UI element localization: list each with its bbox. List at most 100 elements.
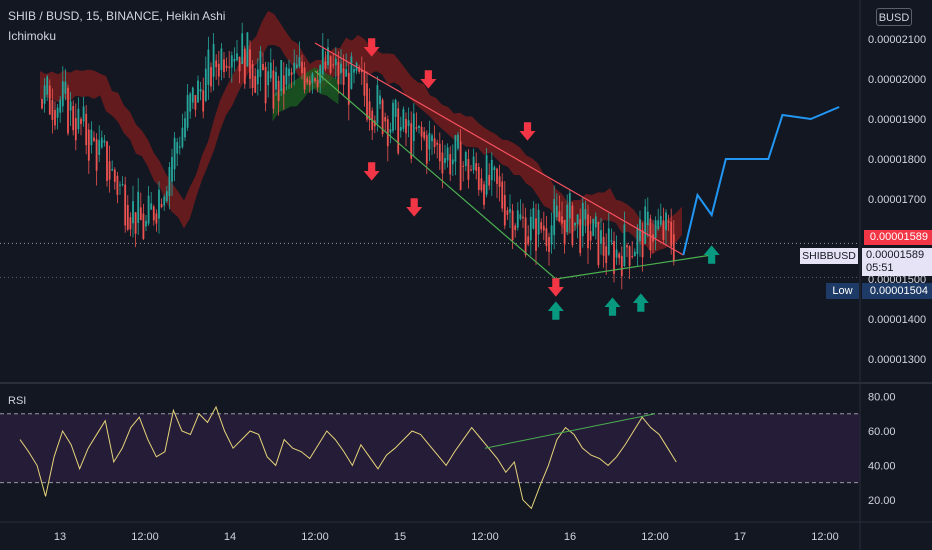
- candle-body: [72, 106, 75, 131]
- rsi-divergence-line: [484, 413, 656, 449]
- cloud-bull: [272, 67, 339, 122]
- candle-body: [173, 137, 176, 170]
- candle-body: [301, 61, 303, 74]
- candle-body: [212, 44, 215, 77]
- candle-body: [581, 203, 584, 237]
- candle-body: [649, 218, 652, 251]
- candle-body: [67, 87, 69, 134]
- candle-body: [116, 175, 119, 195]
- candle-body: [124, 184, 127, 226]
- candle-body: [69, 101, 72, 111]
- candle-body: [542, 225, 545, 231]
- up-arrow-icon: [703, 245, 720, 264]
- candle-body: [204, 68, 207, 101]
- candle-body: [553, 199, 556, 235]
- candle-body: [360, 69, 363, 73]
- candle-body: [574, 222, 576, 226]
- trendline-lower: [314, 70, 557, 280]
- candle-body: [576, 214, 579, 225]
- candle-body: [490, 159, 493, 181]
- candle-body: [605, 246, 608, 264]
- candle-body: [529, 216, 532, 241]
- candle-body: [607, 228, 610, 255]
- candle-body: [558, 211, 561, 222]
- indicator-label[interactable]: Ichimoku: [8, 29, 57, 43]
- candle-body: [191, 87, 194, 103]
- candle-body: [207, 49, 210, 85]
- candle-body: [202, 90, 205, 112]
- candle-body: [106, 141, 108, 181]
- candle-body: [158, 189, 160, 219]
- candle-body: [129, 217, 132, 230]
- candle-body: [555, 205, 558, 218]
- candle-body: [275, 72, 277, 90]
- candle-body: [457, 134, 459, 149]
- rsi-tick-label: 80.00: [868, 392, 896, 404]
- candle-body: [623, 224, 626, 267]
- candle-body: [506, 210, 509, 215]
- candle-body: [477, 167, 480, 190]
- low-label-tag: Low: [826, 283, 859, 299]
- candle-body: [514, 225, 517, 230]
- time-tick-label: 12:00: [301, 531, 329, 543]
- candle-body: [407, 120, 410, 127]
- candle-body: [636, 228, 639, 254]
- candle-body: [600, 230, 602, 244]
- candle-body: [384, 116, 387, 122]
- candle-body: [488, 174, 491, 186]
- candle-body: [358, 66, 361, 72]
- candle-body: [298, 57, 301, 67]
- candle-body: [592, 219, 595, 236]
- candle-body: [82, 106, 85, 122]
- candle-body: [56, 107, 59, 118]
- candle-body: [540, 222, 543, 230]
- ichimoku-cloud: [40, 10, 682, 255]
- candle-body: [171, 156, 173, 182]
- time-tick-label: 12:00: [811, 531, 839, 543]
- candle-body: [519, 214, 522, 220]
- candle-body: [228, 66, 231, 69]
- candle-body: [288, 68, 290, 76]
- candle-body: [267, 71, 270, 86]
- candle-body: [420, 126, 423, 137]
- candle-body: [602, 236, 605, 256]
- low-value-tag: 0.00001504: [862, 283, 932, 299]
- candle-body: [163, 196, 166, 206]
- symbol-title: SHIB / BUSD, 15, BINANCE, Heikin Ashi: [8, 9, 226, 23]
- rsi-label[interactable]: RSI: [8, 395, 27, 407]
- candle-body: [366, 83, 368, 120]
- candle-body: [243, 48, 246, 85]
- candle-body: [251, 64, 254, 88]
- candle-body: [342, 68, 345, 85]
- candle-body: [293, 62, 296, 74]
- candle-body: [61, 81, 64, 107]
- candle-body: [628, 246, 631, 266]
- candle-body: [470, 169, 472, 171]
- candle-body: [225, 65, 228, 68]
- candle-body: [353, 69, 355, 73]
- currency-button[interactable]: BUSD: [876, 8, 912, 26]
- rsi-tick-label: 60.00: [868, 426, 896, 438]
- candle-body: [119, 184, 121, 186]
- candle-body: [186, 95, 189, 128]
- candle-body: [259, 51, 262, 77]
- candle-body: [423, 131, 426, 139]
- candle-body: [633, 251, 636, 257]
- candle-body: [392, 102, 394, 131]
- candle-body: [327, 47, 329, 66]
- candle-body: [345, 69, 348, 77]
- down-arrow-icon: [406, 198, 423, 217]
- candle-body: [381, 99, 384, 135]
- candle-body: [493, 167, 496, 171]
- candle-body: [95, 139, 98, 171]
- candle-body: [584, 209, 587, 220]
- candle-body: [444, 158, 446, 163]
- price-tick-label: 0.00001800: [868, 154, 926, 166]
- candle-body: [324, 61, 327, 69]
- candle-body: [579, 219, 582, 254]
- candles: [41, 22, 675, 290]
- down-arrow-icon: [363, 162, 380, 181]
- candle-body: [613, 241, 615, 274]
- candle-body: [545, 228, 548, 246]
